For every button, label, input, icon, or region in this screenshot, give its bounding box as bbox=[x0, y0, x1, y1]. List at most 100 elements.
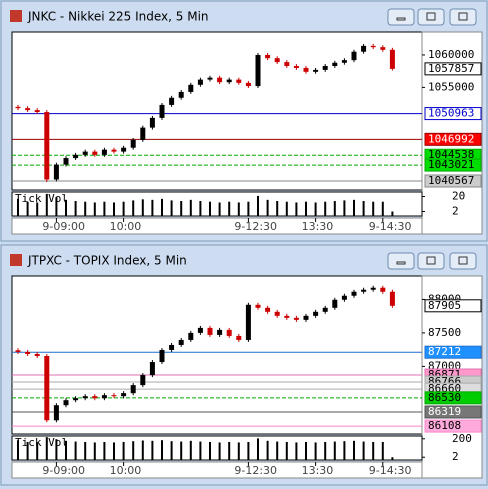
candle-body bbox=[351, 291, 357, 296]
candle-body bbox=[82, 396, 88, 399]
time-label: 9-09:00 bbox=[42, 220, 85, 233]
candle-body bbox=[111, 149, 117, 152]
candle-body bbox=[92, 151, 98, 155]
candle-body bbox=[217, 329, 223, 335]
price-tag-label: 86319 bbox=[428, 405, 461, 418]
price-tag-label: 1040567 bbox=[428, 174, 474, 187]
candle-body bbox=[178, 91, 184, 98]
price-tag bbox=[424, 107, 482, 121]
minimize-button[interactable] bbox=[387, 8, 415, 26]
candle-body bbox=[111, 395, 117, 397]
candle-body bbox=[274, 311, 280, 316]
time-label: 10:00 bbox=[110, 220, 142, 233]
price-tick-label: 1060000 bbox=[428, 48, 474, 61]
candle-body bbox=[207, 77, 213, 80]
candle-body bbox=[332, 299, 338, 308]
candle-body bbox=[121, 147, 127, 152]
candle-body bbox=[25, 108, 31, 111]
candle-body bbox=[389, 49, 395, 69]
button-glyph bbox=[426, 12, 436, 21]
candle-body bbox=[197, 327, 203, 333]
candle-body bbox=[197, 79, 203, 85]
candle-body bbox=[140, 375, 146, 386]
candle-body bbox=[178, 339, 184, 345]
candle-body bbox=[380, 287, 386, 292]
candle-body bbox=[169, 344, 175, 350]
candle-body bbox=[236, 335, 242, 340]
candle-body bbox=[34, 110, 40, 113]
candle-body bbox=[341, 60, 347, 63]
volume-tick-label: 20 bbox=[452, 190, 465, 203]
close-button[interactable] bbox=[449, 252, 477, 270]
candle-body bbox=[284, 315, 290, 318]
candle-body bbox=[236, 79, 242, 83]
candle-body bbox=[284, 62, 290, 66]
candle-body bbox=[121, 393, 127, 397]
restore-button[interactable] bbox=[417, 252, 445, 270]
price-tag bbox=[424, 62, 482, 76]
candle-body bbox=[332, 62, 338, 66]
price-tag bbox=[424, 132, 482, 146]
price-tick-label: 1055000 bbox=[428, 80, 474, 93]
price-tag-label: 87905 bbox=[428, 299, 461, 312]
price-tick-label: 87500 bbox=[428, 326, 461, 339]
candle-body bbox=[15, 106, 21, 109]
price-tag bbox=[424, 391, 482, 405]
time-axis bbox=[11, 461, 423, 479]
volume-panel bbox=[11, 191, 423, 217]
time-label: 9-14:30 bbox=[369, 464, 412, 477]
candle-body bbox=[53, 405, 59, 421]
candle-body bbox=[322, 65, 328, 70]
price-tag-label: 1050963 bbox=[428, 107, 474, 120]
candle-body bbox=[73, 398, 79, 401]
button-glyph bbox=[458, 12, 468, 21]
volume-tick-label: 2 bbox=[452, 204, 459, 217]
candle-body bbox=[341, 295, 347, 300]
candle-body bbox=[169, 97, 175, 105]
minimize-button[interactable] bbox=[387, 252, 415, 270]
candle-body bbox=[313, 69, 319, 72]
price-tag bbox=[424, 405, 482, 419]
price-tag-label: 1046992 bbox=[428, 132, 474, 145]
price-tag-label: 1043021 bbox=[428, 158, 474, 171]
volume-panel bbox=[11, 435, 423, 461]
candle-body bbox=[380, 47, 386, 50]
time-label: 9-12:30 bbox=[234, 464, 277, 477]
candle-body bbox=[245, 82, 251, 87]
candle-body bbox=[159, 349, 165, 363]
plot-area bbox=[11, 275, 423, 435]
candle-body bbox=[226, 329, 232, 336]
time-label: 10:00 bbox=[110, 464, 142, 477]
candle-body bbox=[293, 317, 299, 320]
candle-body bbox=[140, 127, 146, 140]
candle-body bbox=[25, 351, 31, 354]
button-glyph bbox=[426, 256, 436, 265]
candle-body bbox=[149, 117, 155, 128]
candle-body bbox=[361, 289, 367, 292]
candle-body bbox=[207, 327, 213, 335]
time-axis bbox=[11, 217, 423, 235]
price-tag-label: 1044538 bbox=[428, 148, 474, 161]
button-glyph bbox=[396, 17, 406, 21]
candle-body bbox=[389, 291, 395, 306]
candle-body bbox=[361, 45, 367, 52]
button-glyph bbox=[458, 256, 468, 265]
close-button[interactable] bbox=[449, 8, 477, 26]
time-label: 9-14:30 bbox=[369, 220, 412, 233]
candle-body bbox=[92, 396, 98, 399]
time-label: 13:30 bbox=[302, 220, 334, 233]
candle-body bbox=[63, 158, 69, 165]
candle-body bbox=[130, 385, 136, 394]
candle-body bbox=[265, 307, 271, 312]
time-label: 9-09:00 bbox=[42, 464, 85, 477]
candle-body bbox=[34, 353, 40, 357]
candle-body bbox=[293, 65, 299, 68]
candle-body bbox=[44, 112, 50, 180]
candle-body bbox=[255, 304, 261, 308]
candle-body bbox=[149, 362, 155, 376]
price-tag bbox=[424, 174, 482, 188]
restore-button[interactable] bbox=[417, 8, 445, 26]
candle-body bbox=[130, 139, 136, 148]
price-tag-label: 87212 bbox=[428, 345, 461, 358]
